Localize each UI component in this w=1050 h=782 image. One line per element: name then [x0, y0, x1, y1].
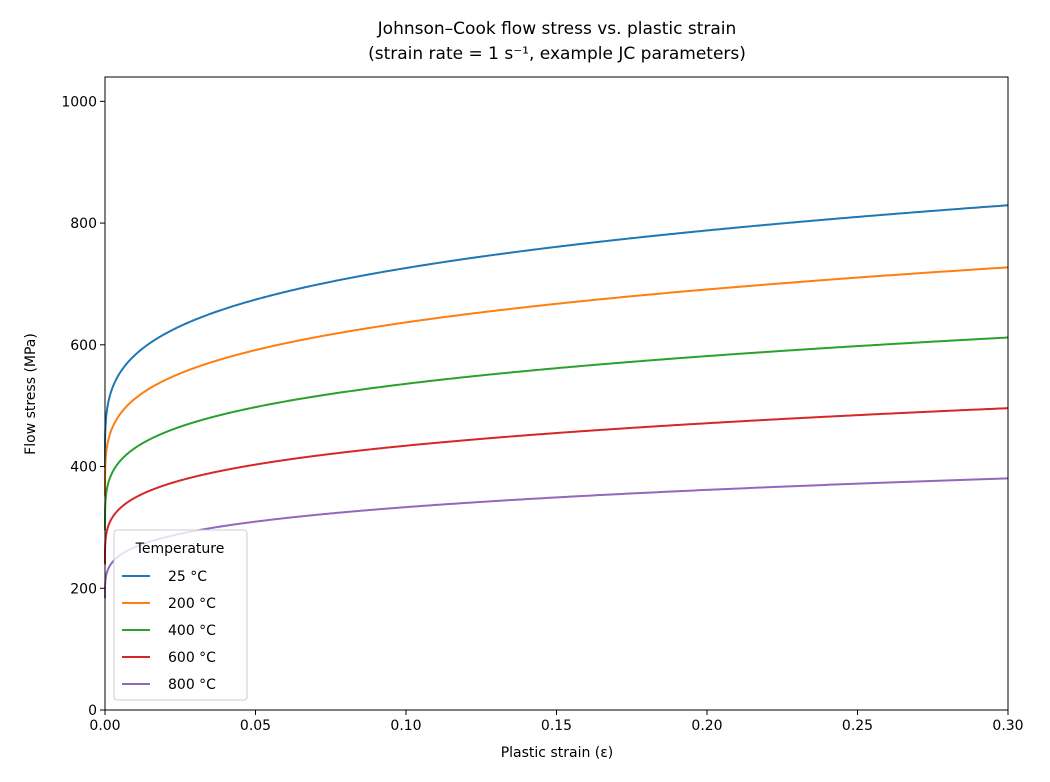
legend-title: Temperature — [135, 541, 225, 557]
x-tick-label: 0.00 — [89, 718, 120, 734]
legend-entry-label: 400 °C — [168, 623, 216, 639]
y-tick-label: 600 — [70, 338, 97, 354]
x-tick-label: 0.25 — [842, 718, 873, 734]
y-axis: 0 200 400 600 800 1000 — [61, 94, 105, 719]
y-tick-label: 0 — [88, 703, 97, 719]
chart-subtitle: (strain rate = 1 s⁻¹, example JC paramet… — [368, 44, 746, 64]
legend-entry-label: 800 °C — [168, 677, 216, 693]
series-line — [104, 204, 1009, 467]
chart-title: Johnson–Cook flow stress vs. plastic str… — [377, 19, 737, 39]
legend-entry-label: 25 °C — [168, 569, 207, 585]
y-tick-label: 200 — [70, 581, 97, 597]
x-tick-label: 0.15 — [541, 718, 572, 734]
y-tick-label: 1000 — [61, 94, 97, 110]
x-tick-label: 0.05 — [240, 718, 271, 734]
y-tick-label: 400 — [70, 460, 97, 476]
legend: Temperature 25 °C 200 °C 400 °C 600 °C 800 °… — [113, 529, 248, 701]
series-line — [104, 336, 1009, 531]
plot-area — [104, 204, 1009, 599]
x-axis: 0.00 0.05 0.10 0.15 0.20 0.25 0.30 — [89, 710, 1024, 734]
x-axis-label: Plastic strain (ε) — [501, 745, 614, 761]
x-tick-label: 0.20 — [691, 718, 722, 734]
y-axis-label: Flow stress (MPa) — [23, 333, 39, 455]
y-tick-label: 800 — [70, 216, 97, 232]
legend-entry-label: 200 °C — [168, 596, 216, 612]
series-line — [104, 266, 1009, 497]
x-tick-label: 0.30 — [992, 718, 1023, 734]
x-tick-label: 0.10 — [390, 718, 421, 734]
legend-entry-label: 600 °C — [168, 650, 216, 666]
series-line — [104, 407, 1009, 565]
